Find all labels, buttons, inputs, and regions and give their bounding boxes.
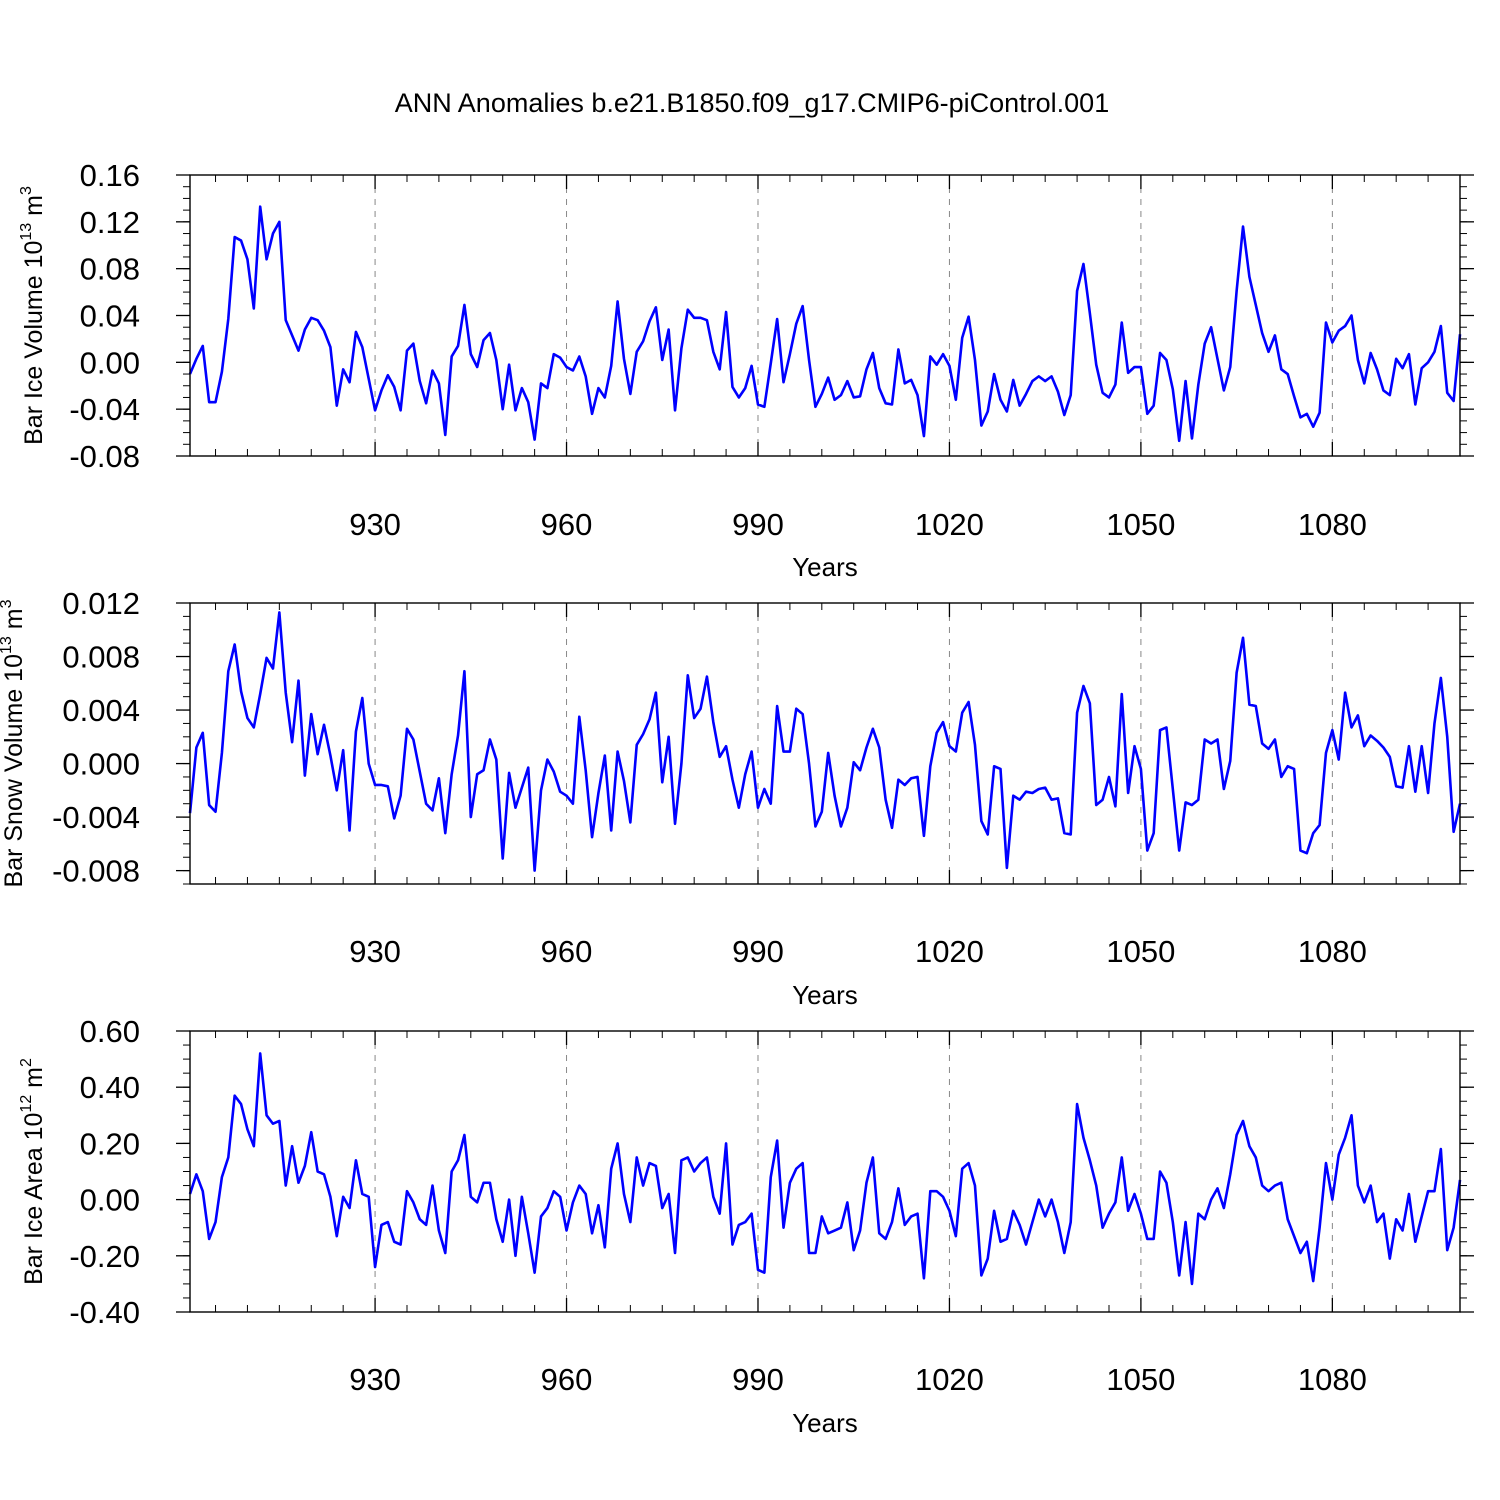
y-tick-label: 0.08 [80, 252, 140, 287]
figure-title: ANN Anomalies b.e21.B1850.f09_g17.CMIP6-… [395, 88, 1109, 118]
x-axis-label: Years [792, 552, 858, 582]
x-tick-label: 930 [349, 1362, 401, 1397]
y-tick-label: -0.08 [69, 439, 140, 474]
y-tick-label: -0.004 [52, 800, 140, 835]
y-tick-label: 0.16 [80, 158, 140, 193]
x-tick-label: 1020 [915, 1362, 984, 1397]
y-axis-label: Bar Ice Volume 1013 m3 [18, 186, 48, 445]
x-tick-label: 1050 [1106, 1362, 1175, 1397]
y-tick-label: 0.04 [80, 299, 140, 334]
x-tick-label: 1050 [1106, 934, 1175, 969]
series-line-2 [188, 611, 1462, 872]
x-tick-label: 1020 [915, 934, 984, 969]
x-tick-label: 1080 [1298, 1362, 1367, 1397]
y-tick-label: 0.00 [80, 1183, 140, 1218]
x-tick-label: 1080 [1298, 934, 1367, 969]
series-line-3 [188, 1052, 1462, 1286]
y-tick-label: 0.60 [80, 1014, 140, 1049]
x-tick-label: 1080 [1298, 507, 1367, 542]
y-axis-label: Bar Snow Volume 1013 m3 [0, 599, 28, 887]
y-tick-label: 0.004 [62, 693, 140, 728]
x-tick-label: 930 [349, 934, 401, 969]
x-axis-label: Years [792, 1408, 858, 1438]
y-tick-label: -0.04 [69, 392, 140, 427]
y-tick-label: 0.000 [62, 747, 140, 782]
x-tick-label: 930 [349, 507, 401, 542]
plot-frame [189, 1030, 1461, 1313]
y-tick-label: 0.012 [62, 586, 140, 621]
plot-frame [189, 602, 1461, 885]
plot-frame [189, 174, 1461, 457]
x-tick-label: 990 [732, 934, 784, 969]
panel-3: 930 960 990 1020 1050 1080 -0.40 -0.20 0.00 0.20 0… [18, 1014, 1474, 1438]
series-line-1 [188, 205, 1462, 443]
y-axis-label: Bar Ice Area 1012 m2 [18, 1058, 48, 1285]
x-tick-label: 960 [541, 1362, 593, 1397]
panel-1: 930 960 990 1020 1050 1080 -0.08 -0.04 0.00 0.04 0… [18, 158, 1474, 582]
x-tick-label: 1020 [915, 507, 984, 542]
y-tick-label: 0.12 [80, 205, 140, 240]
y-tick-label: -0.008 [52, 854, 140, 889]
y-tick-label: 0.20 [80, 1126, 140, 1161]
x-axis-label: Years [792, 980, 858, 1010]
x-tick-label: 1050 [1106, 507, 1175, 542]
y-tick-label: -0.20 [69, 1239, 140, 1274]
y-tick-label: -0.40 [69, 1295, 140, 1330]
y-tick-label: 0.40 [80, 1070, 140, 1105]
y-tick-label: 0.008 [62, 640, 140, 675]
x-tick-label: 960 [541, 934, 593, 969]
x-tick-label: 990 [732, 507, 784, 542]
panel-2: 930 960 990 1020 1050 1080 -0.008 -0.004 0.000 0.… [0, 586, 1474, 1010]
x-tick-label: 990 [732, 1362, 784, 1397]
y-tick-label: 0.00 [80, 345, 140, 380]
x-tick-label: 960 [541, 507, 593, 542]
